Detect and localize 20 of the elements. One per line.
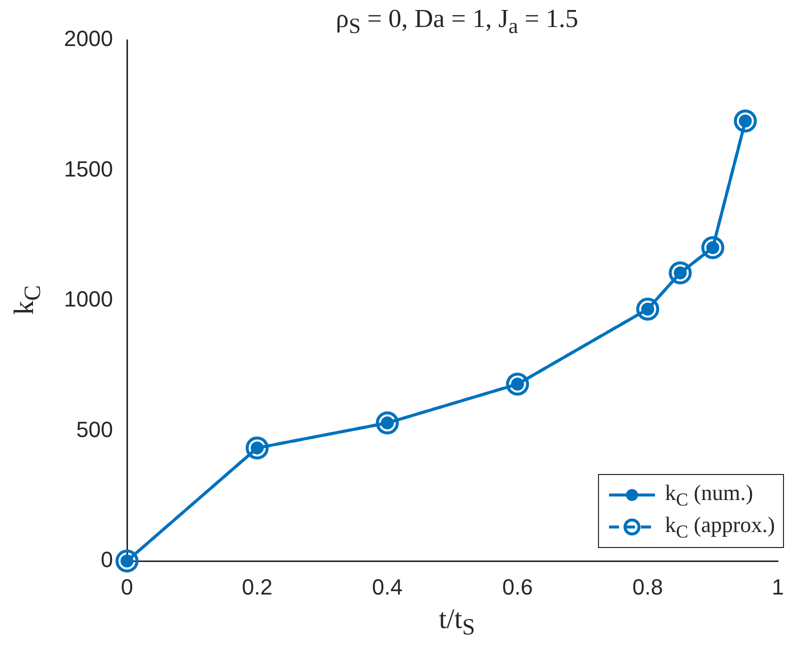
x-tick-label: 0.8 <box>632 574 664 600</box>
x-axis-title: t/t$_{S}$ <box>438 604 476 642</box>
y-tick-label: 1500 <box>64 156 113 182</box>
point <box>701 236 724 260</box>
point <box>376 411 399 434</box>
x-tick-label: 0.2 <box>242 574 272 600</box>
x-tick-label: 0 <box>120 574 134 600</box>
legend-label: k$_{C}$ (approx.) <box>665 512 775 542</box>
point <box>734 110 757 133</box>
y-tick-label: 1000 <box>64 286 113 312</box>
y-tick-label: 0 <box>100 547 113 572</box>
point <box>636 298 660 321</box>
chart-title: ρ$_{S}$ = 0, Da = 1, J$_{a}$ = 1.5 <box>334 4 580 40</box>
x-tick-label: 0.6 <box>502 574 533 600</box>
y-tick-label: 2000 <box>64 26 113 52</box>
legend-label: k$_{C}$ (num.) <box>665 480 754 510</box>
y-tick-label: 500 <box>76 416 113 442</box>
x-tick-label: 1 <box>772 574 784 600</box>
point <box>506 372 530 396</box>
x-tick-label: 0.4 <box>372 574 403 600</box>
